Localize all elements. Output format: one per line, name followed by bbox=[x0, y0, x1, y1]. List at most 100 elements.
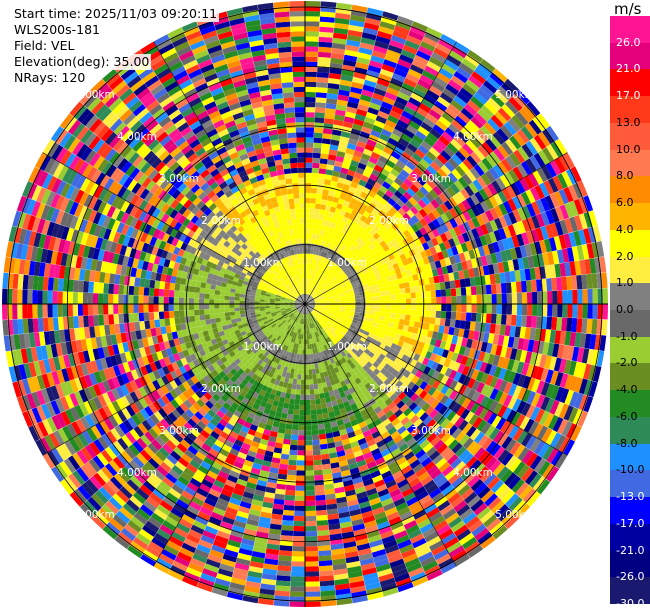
velocity-gate bbox=[334, 17, 350, 25]
velocity-gate bbox=[319, 296, 325, 300]
velocity-gate bbox=[361, 249, 368, 257]
velocity-gate bbox=[335, 230, 342, 237]
velocity-gate bbox=[526, 203, 536, 217]
velocity-gate bbox=[530, 229, 540, 243]
velocity-gate bbox=[467, 99, 481, 113]
velocity-gate bbox=[316, 277, 321, 283]
velocity-gate bbox=[514, 246, 523, 259]
velocity-gate bbox=[404, 251, 412, 259]
velocity-gate bbox=[492, 131, 505, 145]
velocity-gate bbox=[312, 223, 318, 230]
velocity-gate bbox=[305, 51, 318, 57]
velocity-gate bbox=[404, 40, 420, 51]
velocity-gate bbox=[435, 289, 442, 297]
velocity-gate bbox=[320, 153, 329, 160]
velocity-gate bbox=[308, 284, 312, 290]
velocity-gate bbox=[315, 398, 321, 405]
velocity-gate bbox=[327, 272, 332, 278]
velocity-gate bbox=[406, 209, 415, 219]
velocity-gate bbox=[413, 246, 421, 255]
velocity-gate bbox=[339, 136, 350, 143]
velocity-gate bbox=[419, 227, 428, 236]
velocity-gate bbox=[315, 301, 321, 303]
velocity-gate bbox=[395, 20, 412, 31]
velocity-gate bbox=[521, 304, 528, 316]
velocity-gate bbox=[431, 297, 437, 304]
velocity-gate bbox=[305, 546, 318, 552]
velocity-gate bbox=[525, 158, 537, 173]
velocity-gate bbox=[314, 297, 320, 301]
velocity-gate bbox=[572, 304, 578, 318]
velocity-gate bbox=[423, 168, 434, 179]
velocity-gate bbox=[521, 205, 532, 219]
velocity-gate bbox=[315, 92, 327, 99]
velocity-gate bbox=[424, 284, 431, 292]
velocity-gate bbox=[365, 307, 371, 311]
velocity-gate bbox=[312, 434, 320, 441]
velocity-gate bbox=[426, 202, 436, 212]
velocity-gate bbox=[347, 29, 363, 38]
velocity-gate bbox=[488, 195, 499, 208]
velocity-gate bbox=[387, 280, 394, 287]
velocity-gate bbox=[414, 211, 424, 221]
velocity-gate bbox=[487, 118, 500, 132]
velocity-gate bbox=[305, 56, 318, 62]
velocity-gate bbox=[339, 295, 345, 299]
velocity-gate bbox=[526, 280, 532, 293]
velocity-gate bbox=[299, 409, 305, 416]
velocity-gate bbox=[305, 187, 311, 193]
velocity-gate bbox=[427, 230, 436, 240]
velocity-gate bbox=[319, 256, 323, 262]
velocity-gate bbox=[320, 280, 326, 286]
velocity-gate bbox=[451, 154, 463, 166]
velocity-gate bbox=[311, 274, 315, 280]
velocity-gate bbox=[582, 289, 588, 304]
velocity-gate bbox=[516, 233, 525, 247]
velocity-gate bbox=[317, 277, 322, 283]
velocity-gate bbox=[449, 319, 456, 328]
velocity-gate bbox=[507, 259, 515, 272]
velocity-gate bbox=[326, 98, 338, 105]
velocity-gate bbox=[305, 228, 309, 234]
velocity-gate bbox=[497, 145, 510, 159]
velocity-gate bbox=[418, 235, 427, 245]
velocity-gate bbox=[371, 246, 379, 254]
velocity-gate bbox=[554, 221, 564, 236]
velocity-gate bbox=[293, 531, 305, 537]
velocity-gate bbox=[490, 93, 505, 108]
velocity-gate bbox=[315, 499, 327, 506]
velocity-gate bbox=[430, 199, 440, 209]
velocity-gate bbox=[305, 147, 313, 153]
velocity-gate bbox=[583, 195, 594, 212]
velocity-gate bbox=[390, 308, 396, 314]
velocity-gate bbox=[339, 232, 346, 239]
velocity-gate bbox=[317, 178, 325, 185]
velocity-gate bbox=[553, 236, 562, 251]
velocity-gate bbox=[359, 274, 365, 280]
velocity-gate bbox=[546, 125, 559, 142]
velocity-gate bbox=[435, 139, 447, 150]
velocity-gate bbox=[485, 138, 498, 152]
velocity-gate bbox=[479, 235, 488, 247]
velocity-gate bbox=[558, 189, 569, 205]
velocity-gate bbox=[305, 404, 311, 411]
velocity-gate bbox=[333, 27, 349, 35]
velocity-gate bbox=[360, 300, 366, 304]
velocity-gate bbox=[306, 283, 309, 289]
velocity-gate bbox=[290, 576, 305, 582]
velocity-gate bbox=[572, 182, 583, 199]
velocity-gate bbox=[475, 313, 482, 323]
velocity-gate bbox=[413, 202, 423, 212]
velocity-gate bbox=[332, 228, 338, 235]
velocity-gate bbox=[283, 504, 295, 511]
velocity-gate bbox=[461, 232, 470, 243]
velocity-gate bbox=[429, 246, 437, 255]
velocity-gate bbox=[321, 407, 329, 414]
velocity-gate bbox=[309, 299, 315, 302]
velocity-gate bbox=[472, 179, 483, 192]
velocity-gate bbox=[485, 313, 492, 324]
velocity-gate bbox=[309, 298, 314, 302]
velocity-gate bbox=[466, 295, 472, 304]
velocity-gate bbox=[351, 155, 361, 163]
velocity-gate bbox=[359, 233, 366, 241]
